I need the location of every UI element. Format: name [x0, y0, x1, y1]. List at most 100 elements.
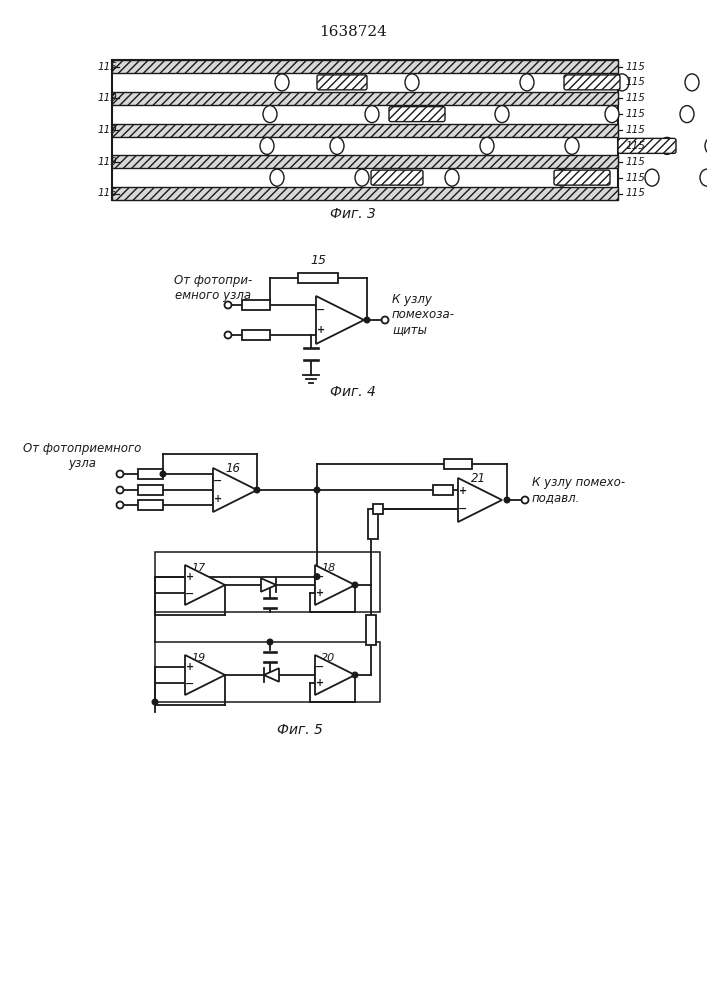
Ellipse shape	[263, 106, 277, 123]
Ellipse shape	[405, 74, 419, 91]
Bar	[155, 552, 380, 612]
Polygon shape	[264, 668, 279, 682]
Text: 115: 115	[626, 109, 646, 119]
Ellipse shape	[645, 169, 659, 186]
Polygon shape	[185, 655, 225, 695]
Bar	[138, 485, 163, 495]
FancyBboxPatch shape	[564, 75, 620, 90]
FancyBboxPatch shape	[389, 107, 445, 122]
Text: 115: 115	[626, 141, 646, 151]
Text: −: −	[185, 588, 194, 598]
Text: 16: 16	[226, 462, 240, 475]
Text: 119: 119	[97, 125, 117, 135]
Circle shape	[255, 487, 259, 493]
Text: +: +	[186, 662, 194, 672]
Ellipse shape	[480, 137, 494, 154]
Text: От фотопри-
емного узла: От фотопри- емного узла	[174, 274, 252, 302]
Ellipse shape	[260, 137, 274, 154]
Ellipse shape	[705, 137, 707, 154]
Text: 19: 19	[191, 653, 205, 663]
Polygon shape	[261, 578, 276, 592]
Text: 115: 115	[626, 125, 646, 135]
Bar	[155, 642, 380, 702]
Text: +: +	[317, 325, 325, 335]
Ellipse shape	[495, 106, 509, 123]
Ellipse shape	[615, 74, 629, 91]
Text: 21: 21	[470, 472, 486, 485]
Text: −: −	[315, 572, 325, 582]
Circle shape	[267, 639, 273, 645]
Circle shape	[352, 582, 358, 588]
Text: 115: 115	[97, 62, 117, 72]
Text: +: +	[214, 494, 222, 504]
Text: −: −	[214, 476, 223, 486]
Circle shape	[504, 497, 510, 503]
Bar	[112, 123, 618, 136]
Circle shape	[225, 332, 231, 338]
Circle shape	[364, 317, 370, 323]
Bar	[368, 509, 378, 539]
Bar	[242, 330, 270, 340]
Text: +: +	[316, 588, 324, 598]
Text: Фиг. 3: Фиг. 3	[330, 207, 376, 221]
Text: −: −	[185, 678, 194, 688]
Circle shape	[225, 302, 231, 308]
Bar	[444, 459, 472, 469]
Polygon shape	[315, 565, 355, 605]
Ellipse shape	[445, 169, 459, 186]
Bar	[373, 504, 383, 514]
Circle shape	[117, 487, 124, 493]
Circle shape	[314, 574, 320, 579]
Bar	[112, 92, 618, 105]
Circle shape	[160, 471, 166, 477]
Ellipse shape	[365, 106, 379, 123]
Text: −: −	[316, 305, 326, 315]
Text: 116: 116	[97, 188, 117, 198]
Circle shape	[352, 672, 358, 678]
Text: −: −	[458, 504, 468, 514]
Bar	[112, 155, 618, 168]
Text: 15: 15	[310, 254, 327, 267]
Text: +: +	[186, 572, 194, 582]
Text: 115: 115	[626, 62, 646, 72]
Ellipse shape	[685, 74, 699, 91]
Text: 119: 119	[97, 93, 117, 103]
Ellipse shape	[355, 169, 369, 186]
Bar	[112, 60, 618, 200]
FancyBboxPatch shape	[371, 170, 423, 185]
Ellipse shape	[520, 74, 534, 91]
Text: 115: 115	[626, 173, 646, 183]
Text: 115: 115	[626, 93, 646, 103]
Ellipse shape	[565, 137, 579, 154]
Ellipse shape	[275, 74, 289, 91]
Bar	[138, 500, 163, 510]
Polygon shape	[316, 296, 364, 344]
Text: 115: 115	[626, 77, 646, 87]
Circle shape	[152, 699, 158, 705]
Bar	[112, 60, 618, 73]
Text: К узлу
помехоза-
щиты: К узлу помехоза- щиты	[392, 294, 455, 336]
Text: 20: 20	[321, 653, 335, 663]
Ellipse shape	[330, 137, 344, 154]
Text: 1638724: 1638724	[319, 25, 387, 39]
Text: −: −	[315, 662, 325, 672]
Circle shape	[314, 487, 320, 493]
Ellipse shape	[605, 106, 619, 123]
Bar	[242, 300, 270, 310]
Bar	[138, 469, 163, 479]
Bar	[112, 187, 618, 200]
FancyBboxPatch shape	[554, 170, 610, 185]
Bar	[433, 485, 453, 495]
Text: 119: 119	[97, 157, 117, 167]
Text: 115: 115	[626, 157, 646, 167]
Text: +: +	[459, 486, 467, 496]
Circle shape	[382, 316, 389, 324]
Bar	[366, 615, 376, 645]
Bar	[298, 273, 339, 283]
Text: 17: 17	[191, 563, 205, 573]
Ellipse shape	[680, 106, 694, 123]
Polygon shape	[315, 655, 355, 695]
Text: От фотоприемного
узла: От фотоприемного узла	[23, 442, 141, 470]
Text: 115: 115	[626, 188, 646, 198]
Ellipse shape	[660, 137, 674, 154]
